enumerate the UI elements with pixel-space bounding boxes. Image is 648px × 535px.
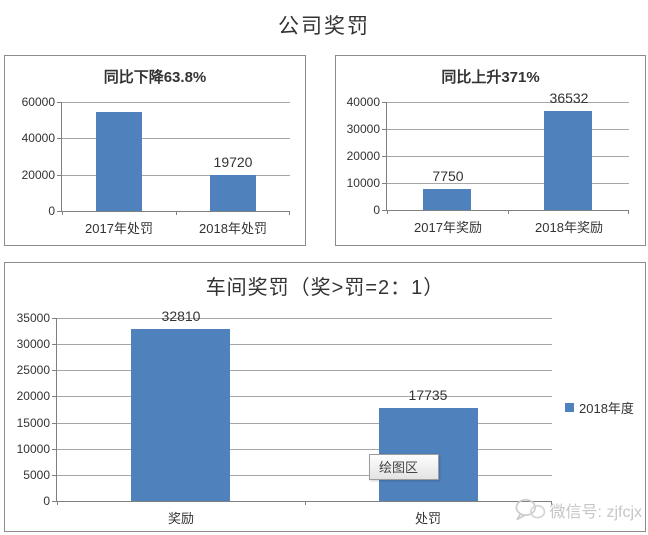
- chart-panel-reward: 同比上升371% 40000 30000 20000 10000 0 7750 2017年奖…: [335, 55, 646, 246]
- bar-chart-punishment: 60000 40000 20000 0 2017年处罚 19720 2018年处罚: [22, 95, 290, 236]
- wechat-logo-icon: [513, 497, 547, 523]
- bar-2018年奖励[interactable]: [544, 111, 592, 210]
- gridline: [62, 138, 290, 139]
- y-axis-label: 40000: [346, 95, 380, 109]
- y-axis-tick: [52, 501, 57, 502]
- chart-title-workshop: 车间奖罚（奖>罚=2：1）: [205, 277, 445, 299]
- x-axis-tick: [57, 501, 58, 505]
- x-axis-label: 奖励: [167, 511, 194, 526]
- y-axis-label: 20000: [346, 149, 380, 163]
- y-axis-label: 0: [48, 204, 55, 218]
- y-axis-label: 20000: [21, 168, 55, 182]
- y-axis-tick: [382, 183, 387, 184]
- chart-panel-workshop: 车间奖罚（奖>罚=2：1） 35000 30000 25000 20000 15000 1…: [4, 262, 646, 532]
- gridline: [57, 449, 552, 450]
- y-axis-tick: [52, 423, 57, 424]
- x-axis-tick: [628, 210, 629, 214]
- x-axis-tick: [551, 501, 552, 505]
- x-axis-tick: [62, 211, 63, 215]
- chart-title-punishment: 同比下降63.8%: [103, 69, 207, 86]
- y-axis-label: 40000: [21, 131, 55, 145]
- y-axis-tick: [52, 370, 57, 371]
- bar-2017年奖励[interactable]: [423, 189, 471, 210]
- gridline: [62, 102, 290, 103]
- x-axis-label: 2017年处罚: [85, 221, 153, 236]
- x-axis-tick: [289, 211, 290, 215]
- y-axis-label: 10000: [16, 442, 50, 456]
- chart-title-reward: 同比上升371%: [441, 69, 540, 86]
- y-axis-tick: [52, 344, 57, 345]
- gridline: [62, 175, 290, 176]
- data-label: 7750: [432, 168, 464, 184]
- y-axis-label: 20000: [16, 389, 50, 403]
- bar-chart-workshop: 35000 30000 25000 20000 15000 10000 5000 0 32810…: [17, 308, 634, 526]
- y-axis-tick: [52, 396, 57, 397]
- watermark: 微信号: zjfcjx: [513, 497, 642, 523]
- gridline: [387, 129, 629, 130]
- y-axis-label: 25000: [16, 363, 50, 377]
- gridline: [57, 344, 552, 345]
- y-axis-tick: [382, 210, 387, 211]
- x-axis-label: 2017年奖励: [414, 220, 482, 235]
- y-axis-tick: [382, 102, 387, 103]
- gridline: [387, 183, 629, 184]
- y-axis-label: 30000: [346, 122, 380, 136]
- y-axis-tick: [57, 102, 62, 103]
- data-label: 36532: [549, 90, 589, 106]
- legend-label: 2018年度: [579, 401, 634, 416]
- legend-swatch: [565, 403, 574, 412]
- gridline: [387, 102, 629, 103]
- y-axis-tick: [57, 211, 62, 212]
- y-axis-tick: [52, 318, 57, 319]
- x-axis-label: 2018年奖励: [535, 220, 603, 235]
- data-label: 19720: [213, 154, 253, 170]
- y-axis-tick: [52, 449, 57, 450]
- gridline: [57, 475, 552, 476]
- y-axis-label: 0: [43, 494, 50, 508]
- x-axis-label: 处罚: [414, 511, 441, 526]
- y-axis-tick: [382, 129, 387, 130]
- x-axis-tick: [508, 210, 509, 214]
- y-axis-label: 60000: [21, 95, 55, 109]
- y-axis-label: 0: [373, 203, 380, 217]
- bar-2017年处罚[interactable]: [96, 112, 142, 211]
- y-axis-tick: [382, 156, 387, 157]
- y-axis-label: 5000: [23, 468, 50, 482]
- y-axis-label: 10000: [346, 176, 380, 190]
- x-axis-tick: [305, 501, 306, 505]
- x-axis-tick: [176, 211, 177, 215]
- tooltip-label: 绘图区: [379, 460, 419, 475]
- y-axis-tick: [52, 475, 57, 476]
- watermark-text: 微信号: zjfcjx: [549, 504, 642, 521]
- x-axis-tick: [387, 210, 388, 214]
- data-label: 32810: [161, 308, 201, 324]
- legend[interactable]: 2018年度: [565, 398, 634, 417]
- chart-panel-punishment: 同比下降63.8% 60000 40000 20000 0 2017年处罚 19720 20…: [4, 55, 306, 246]
- gridline: [57, 396, 552, 397]
- gridline: [57, 318, 552, 319]
- y-axis-label: 35000: [16, 311, 50, 325]
- x-axis-label: 2018年处罚: [199, 221, 267, 236]
- y-axis-tick: [57, 175, 62, 176]
- gridline: [57, 423, 552, 424]
- bar-奖励[interactable]: [131, 329, 230, 501]
- gridline: [387, 156, 629, 157]
- bar-chart-reward: 40000 30000 20000 10000 0 7750 2017年奖励 36532 201…: [347, 90, 629, 235]
- bar-2018年处罚[interactable]: [210, 175, 256, 211]
- data-label: 17735: [408, 387, 448, 403]
- y-axis-label: 30000: [16, 337, 50, 351]
- y-axis-label: 15000: [16, 416, 50, 430]
- y-axis-tick: [57, 138, 62, 139]
- gridline: [57, 370, 552, 371]
- plot-area-tooltip: 绘图区: [369, 454, 439, 480]
- page-title: 公司奖罚: [278, 15, 370, 38]
